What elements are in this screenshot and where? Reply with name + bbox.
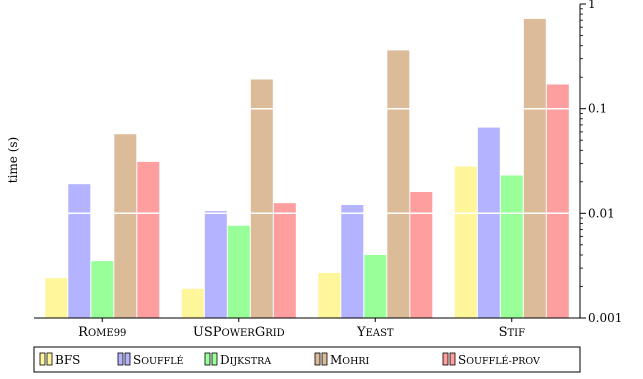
bar-yeast-souffle-prov (410, 192, 432, 318)
bar-rome99-souffle (68, 184, 90, 318)
bar-yeast-mohri (387, 50, 409, 318)
y-ticks: 0.001 0.01 0.1 1 (580, 0, 622, 325)
bar-stif-souffle-prov (547, 85, 569, 319)
bar-rome99-mohri (114, 134, 136, 318)
y-tick-label: 0.01 (588, 206, 615, 220)
x-categories: ROME99 USPOWERGRID YEAST STIF (78, 318, 525, 340)
category-label-yeast: YEAST (356, 325, 394, 340)
bar-rome99-bfs (45, 278, 67, 318)
legend-label-mohri: MOHRI (330, 353, 370, 367)
bar-uspowergrid-souffle (205, 211, 227, 318)
bar-uspowergrid-souffle-prov (274, 203, 296, 318)
bar-stif-bfs (455, 167, 477, 319)
bar-rome99-dijkstra (91, 261, 113, 318)
y-axis-title: time (s) (6, 137, 20, 183)
legend-label-souffle: SOUFFLÉ (133, 353, 184, 367)
legend-label-dijkstra: DIJKSTRA (220, 353, 271, 367)
bar-yeast-dijkstra (364, 255, 386, 318)
bar-stif-souffle (478, 128, 500, 318)
y-tick-label: 0.001 (588, 311, 622, 325)
bar-uspowergrid-dijkstra (228, 226, 250, 318)
bar-stif-mohri (524, 19, 546, 318)
bars (45, 19, 569, 318)
y-tick-label: 0.1 (588, 102, 607, 116)
bar-rome99-souffle-prov (137, 162, 159, 318)
y-tick-label: 1 (588, 0, 596, 11)
category-label-rome99: ROME99 (78, 325, 126, 340)
bar-yeast-bfs (318, 273, 340, 318)
bar-uspowergrid-mohri (251, 80, 273, 319)
legend-label-bfs: BFS (55, 353, 80, 367)
category-label-stif: STIF (499, 325, 526, 340)
legend: BFS SOUFFLÉ DIJKSTRA MOHRI SOUFFLÉ-PROV (34, 347, 580, 372)
bar-uspowergrid-bfs (182, 289, 204, 318)
category-label-uspowergrid: USPOWERGRID (193, 325, 285, 340)
bar-stif-dijkstra (501, 176, 523, 319)
bar-yeast-souffle (341, 205, 363, 318)
legend-label-souffle-prov: SOUFFLÉ-PROV (458, 353, 540, 367)
